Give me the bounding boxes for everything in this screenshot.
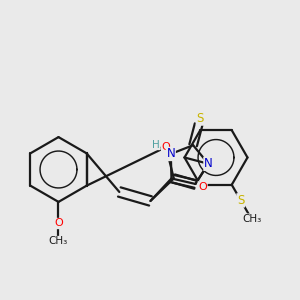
Text: N: N xyxy=(204,157,213,170)
Text: O: O xyxy=(54,218,63,229)
Text: N: N xyxy=(167,147,175,161)
Text: O: O xyxy=(162,142,170,152)
Text: CH₃: CH₃ xyxy=(49,236,68,247)
Text: O: O xyxy=(198,182,207,192)
Text: CH₃: CH₃ xyxy=(242,214,261,224)
Text: S: S xyxy=(196,112,204,125)
Text: H: H xyxy=(152,140,160,149)
Text: S: S xyxy=(237,194,244,207)
